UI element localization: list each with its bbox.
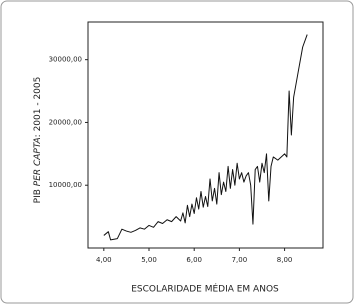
- data-line: [103, 34, 308, 241]
- y-label-part: PER CAPTA: [33, 137, 43, 186]
- y-label-part: PIB: [33, 186, 43, 203]
- y-tick-label: 30000,00: [49, 56, 82, 64]
- y-tick-label: 10000,00: [49, 181, 82, 189]
- x-tick-label: 7,00: [232, 256, 248, 264]
- x-axis-label: ESCOLARIDADE MÉDIA EM ANOS: [131, 283, 279, 295]
- y-tick-label: 20000,00: [49, 118, 82, 126]
- y-axis-label: PIB PER CAPTA: 2001 - 2005: [33, 77, 43, 204]
- x-tick-label: 4,00: [96, 256, 112, 264]
- plot-area: [87, 21, 324, 249]
- x-tick-label: 8,00: [277, 256, 293, 264]
- x-tick-label: 5,00: [141, 256, 157, 264]
- y-label-part: : 2001 - 2005: [33, 77, 43, 138]
- x-tick-label: 6,00: [186, 256, 202, 264]
